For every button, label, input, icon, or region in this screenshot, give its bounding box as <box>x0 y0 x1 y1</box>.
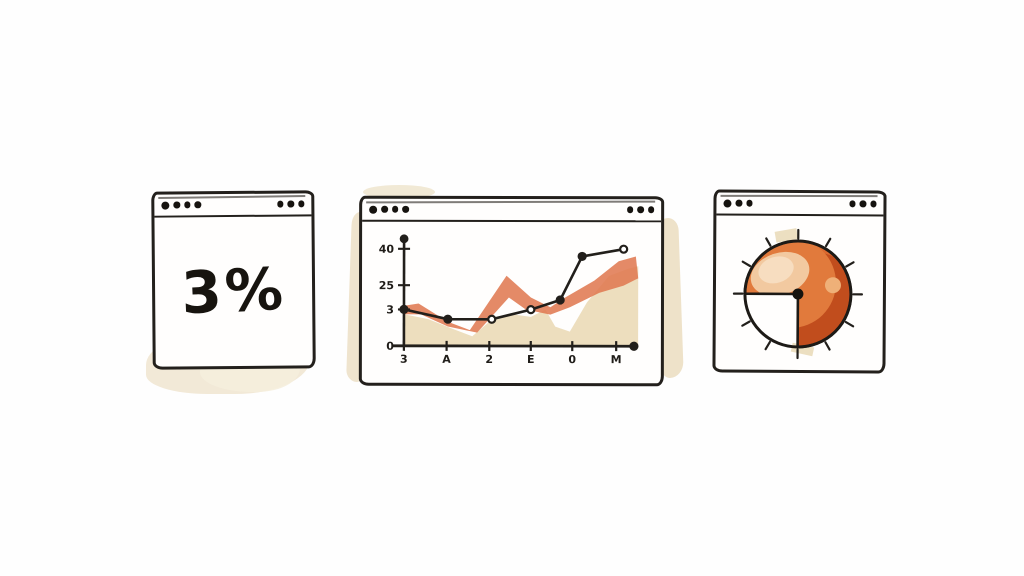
pie-wedge-outline <box>743 239 853 349</box>
pie-watercolor-fill <box>744 240 852 348</box>
window-dot <box>626 206 634 213</box>
window-control-dots-right <box>276 200 305 208</box>
pie-tick-marks <box>732 228 864 360</box>
window-control-dots-left <box>723 199 753 208</box>
line-chart-window-titlebar <box>362 198 662 223</box>
pie-tick <box>741 260 752 268</box>
window-dot <box>297 200 305 208</box>
pie-tick <box>844 320 855 328</box>
window-dot <box>637 206 644 213</box>
pie-chart-window-body <box>715 215 883 370</box>
pie-chart-window-titlebar <box>716 192 884 217</box>
pie-tick <box>845 261 855 268</box>
window-dot <box>381 206 388 213</box>
x-tick-label: 2 <box>485 353 493 366</box>
x-tick-label: E <box>527 353 535 366</box>
y-tick-label: 3 <box>386 303 394 316</box>
y-axis-end-dot <box>399 234 409 244</box>
pie-tick <box>764 340 772 351</box>
salmon-band <box>403 256 639 333</box>
y-tick-label: 0 <box>386 340 394 353</box>
window-dot <box>287 200 294 208</box>
pie-tick <box>765 237 772 247</box>
window-dot <box>173 201 180 209</box>
data-point-marker <box>526 305 536 315</box>
pie-tick <box>824 237 832 248</box>
window-dot <box>723 199 732 208</box>
data-point-marker <box>577 251 587 262</box>
x-axis-end-dot <box>629 341 639 351</box>
pie-chart <box>732 228 864 360</box>
tape-spot <box>774 228 799 243</box>
window-dot <box>369 205 378 214</box>
stat-value: 3% <box>179 255 288 328</box>
line-chart-window-body: 40 25 3 0 3 A 2 E 0 M <box>362 222 661 383</box>
data-point-marker <box>619 244 629 254</box>
window-dot <box>194 201 201 209</box>
beige-area <box>403 266 639 347</box>
pie-tick <box>824 341 831 351</box>
window-dot <box>869 200 877 208</box>
window-dot <box>745 199 753 207</box>
window-dot <box>161 201 170 210</box>
data-point-marker <box>399 304 409 315</box>
x-tick-label: 3 <box>400 353 408 366</box>
window-control-dots-right <box>626 206 655 213</box>
y-tick-label: 40 <box>379 243 395 256</box>
window-dot <box>391 206 399 213</box>
window-dot <box>647 206 655 213</box>
x-tick-label: M <box>611 353 622 366</box>
pie-chart-window <box>712 189 887 374</box>
pie-highlight-core <box>758 256 794 284</box>
window-control-dots-left <box>161 201 201 210</box>
window-dot <box>183 201 191 209</box>
window-dot <box>276 200 284 208</box>
x-tick-label: A <box>442 353 451 366</box>
window-control-dots-left <box>369 205 409 214</box>
data-point-marker <box>443 314 453 324</box>
pie-highlight-spot <box>824 277 841 294</box>
line-chart-window: 40 25 3 0 3 A 2 E 0 M <box>358 195 665 387</box>
window-dot <box>402 206 409 213</box>
pie-center-dot <box>792 288 804 300</box>
window-dot <box>848 200 856 208</box>
window-dot <box>735 199 742 207</box>
window-control-dots-right <box>848 200 877 208</box>
data-point-marker <box>555 295 565 305</box>
data-point-marker <box>487 314 497 324</box>
x-tick-label: 0 <box>568 353 576 366</box>
window-dot <box>859 200 866 208</box>
stat-window: 3% <box>151 190 316 370</box>
pie-tick <box>741 320 751 327</box>
y-tick-label: 25 <box>379 279 394 292</box>
stat-window-body: 3% <box>154 216 312 366</box>
